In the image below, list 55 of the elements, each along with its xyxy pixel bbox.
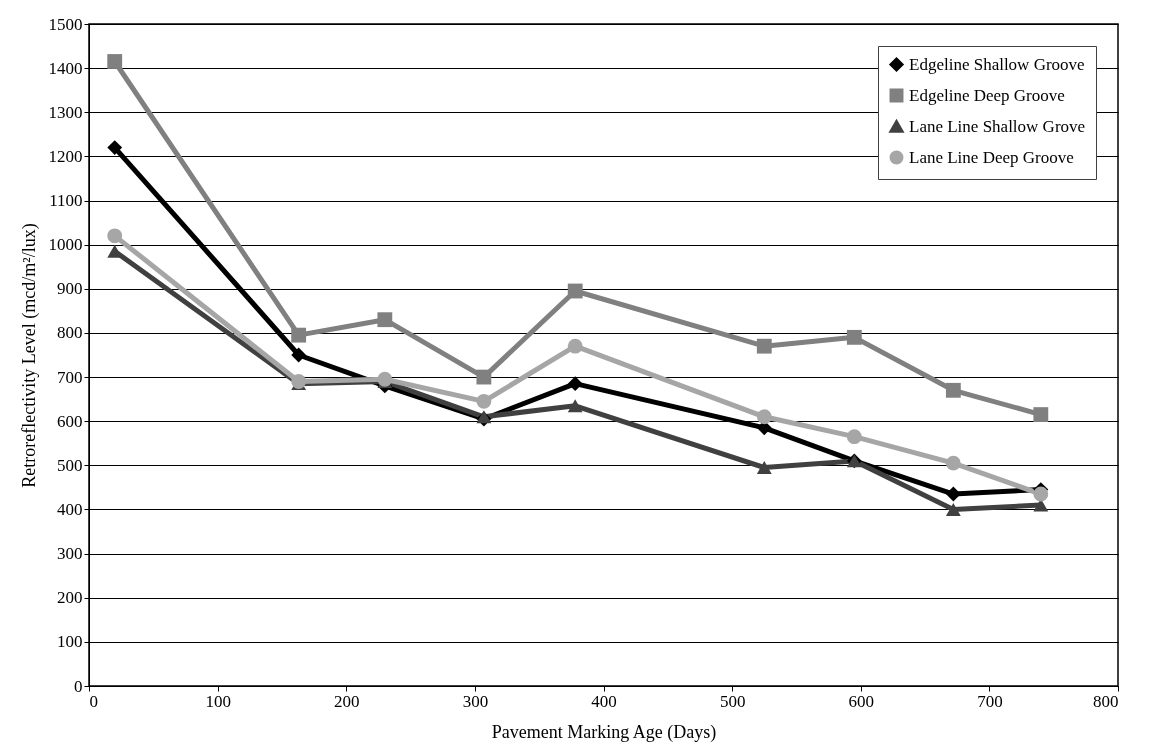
x-tick-label: 800 <box>1093 691 1119 711</box>
y-tick-label: 600 <box>57 411 83 431</box>
point <box>945 455 961 471</box>
y-tick-label: 0 <box>74 676 83 696</box>
y-tick-label: 300 <box>57 544 83 564</box>
x-tick-label: 100 <box>205 691 231 711</box>
y-tick-label: 1400 <box>48 58 83 78</box>
x-tick-label: 0 <box>89 691 98 711</box>
point <box>107 54 123 69</box>
point <box>1033 486 1049 502</box>
point <box>567 376 583 392</box>
x-axis-title: Pavement Marking Age (Days) <box>491 721 717 743</box>
point <box>945 382 961 398</box>
legend-label: Lane Line Deep Groove <box>909 147 1074 167</box>
point <box>945 486 961 502</box>
point <box>107 228 123 244</box>
point <box>476 369 492 385</box>
legend-label: Lane Line Shallow Grove <box>909 116 1086 136</box>
point <box>756 338 772 354</box>
legend-label: Edgeline Deep Groove <box>909 85 1065 105</box>
x-tick-label: 700 <box>977 691 1003 711</box>
point <box>567 338 583 354</box>
y-tick-label: 800 <box>57 323 83 343</box>
x-tick-label: 200 <box>334 691 360 711</box>
point <box>1033 407 1049 422</box>
y-axis-title: Retroreflectivity Level (mcd/m²/lux) <box>18 223 40 488</box>
point <box>291 347 307 363</box>
x-tick-label: 600 <box>848 691 874 711</box>
y-tick-label: 200 <box>57 588 83 608</box>
y-tick-label: 100 <box>57 632 83 652</box>
legend-label: Edgeline Shallow Groove <box>909 54 1085 74</box>
x-tick-label: 500 <box>719 691 746 711</box>
y-tick-label: 400 <box>57 499 83 519</box>
y-tick-label: 1000 <box>48 235 83 255</box>
point <box>567 283 583 299</box>
point <box>107 140 123 155</box>
y-tick-label: 1100 <box>49 191 83 211</box>
point <box>476 393 492 409</box>
point <box>846 329 862 345</box>
point <box>945 503 961 516</box>
point <box>377 371 393 387</box>
point <box>377 312 393 328</box>
point <box>567 399 583 413</box>
point <box>756 461 772 474</box>
y-tick-label: 700 <box>57 367 83 387</box>
point <box>846 429 862 445</box>
y-tick-label: 1500 <box>48 14 83 34</box>
y-tick-label: 1200 <box>48 146 83 166</box>
point <box>756 409 772 425</box>
point <box>291 327 307 343</box>
y-tick-label: 500 <box>57 455 83 475</box>
x-tick-label: 300 <box>462 691 489 711</box>
y-tick-label: 1300 <box>48 102 83 122</box>
y-tick-label: 900 <box>57 279 83 299</box>
x-tick-label: 400 <box>591 691 617 711</box>
